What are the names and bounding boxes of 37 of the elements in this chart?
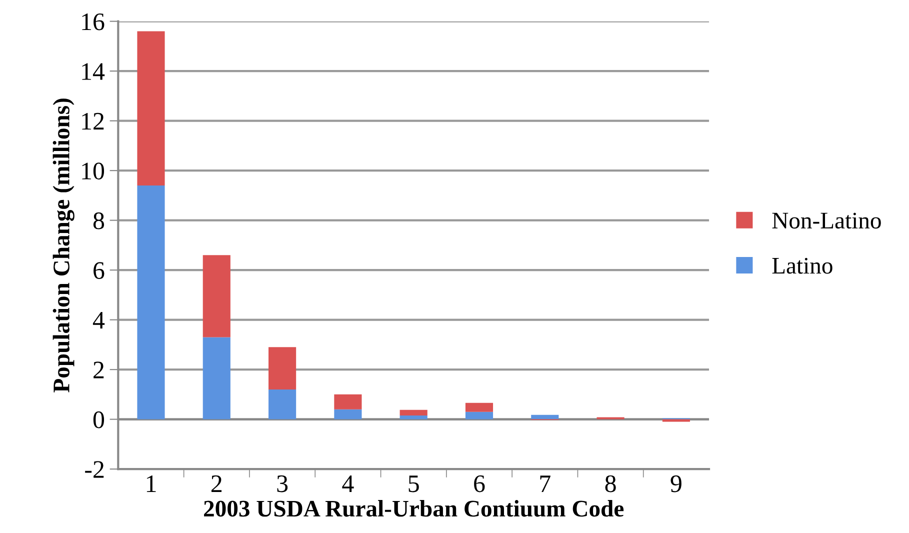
bar — [465, 412, 494, 420]
y-tick-label: 10 — [82, 162, 104, 180]
bar — [400, 410, 428, 416]
y-tick-label: 6 — [94, 262, 104, 279]
bar — [400, 416, 428, 420]
bar — [268, 389, 296, 420]
x-tick-label: 2 — [211, 475, 222, 492]
x-tick-label: 4 — [342, 475, 354, 492]
y-tick-label: 16 — [82, 13, 104, 30]
bar — [334, 409, 362, 420]
legend-label: Latino — [772, 258, 832, 274]
x-tick-label: 1 — [146, 475, 156, 492]
bar — [465, 402, 494, 412]
x-tick-label: 6 — [474, 475, 485, 492]
bar — [137, 185, 165, 420]
bar — [137, 31, 165, 186]
x-tick-label: 3 — [277, 475, 288, 492]
bar — [268, 347, 296, 390]
x-tick-label: 9 — [670, 475, 682, 492]
y-tick-label: 14 — [82, 63, 105, 80]
y-axis-title: Population Change (millions) — [52, 98, 74, 392]
bar — [202, 337, 230, 420]
legend-label: Non-Latino — [772, 212, 881, 229]
bar — [662, 419, 690, 422]
bar — [202, 255, 230, 338]
x-tick-label: 5 — [408, 476, 419, 492]
x-axis-title: 2003 USDA Rural-Urban Contiuum Code — [204, 500, 624, 517]
bar — [334, 394, 362, 410]
y-tick-label: 2 — [94, 362, 104, 378]
y-tick-label: 8 — [93, 212, 104, 230]
y-tick-label: 4 — [92, 312, 105, 328]
y-tick-label: -2 — [85, 461, 104, 478]
bar — [531, 414, 559, 420]
x-tick-label: 7 — [540, 476, 550, 492]
y-tick-label: 12 — [82, 112, 104, 130]
x-tick-label: 8 — [605, 475, 616, 492]
y-tick-label: 0 — [93, 411, 104, 428]
